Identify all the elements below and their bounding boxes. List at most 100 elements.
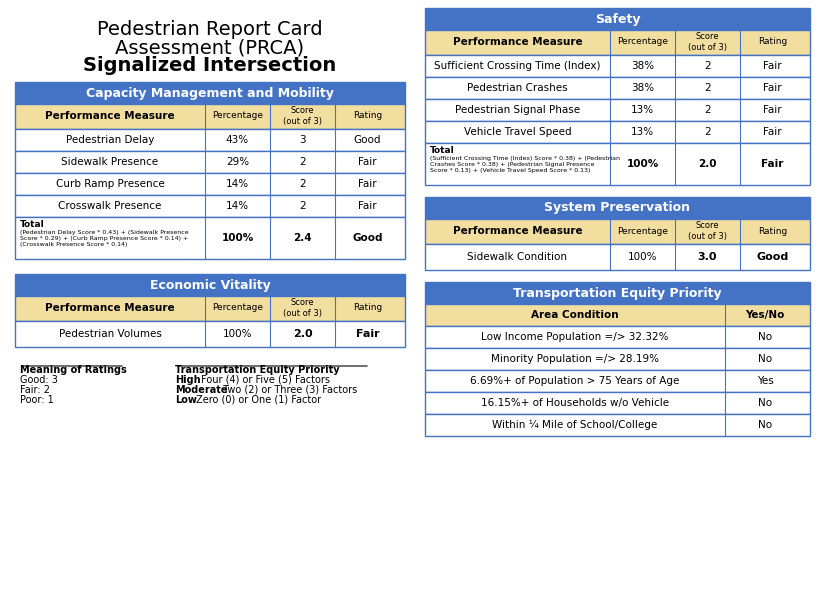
Text: Percentage: Percentage	[617, 227, 668, 236]
Text: Performance Measure: Performance Measure	[453, 37, 583, 47]
Text: 2: 2	[300, 201, 306, 211]
FancyBboxPatch shape	[15, 274, 405, 296]
Text: 100%: 100%	[626, 159, 658, 169]
Text: System Preservation: System Preservation	[545, 202, 690, 214]
Text: 14%: 14%	[226, 201, 249, 211]
FancyBboxPatch shape	[425, 348, 810, 370]
Text: 14%: 14%	[226, 179, 249, 189]
Text: No: No	[758, 420, 772, 430]
Text: Vehicle Travel Speed: Vehicle Travel Speed	[463, 127, 571, 137]
Text: Performance Measure: Performance Measure	[453, 226, 583, 236]
Text: 100%: 100%	[628, 252, 658, 262]
Text: Transportation Equity Priority: Transportation Equity Priority	[175, 365, 340, 375]
Text: Fair: Fair	[763, 127, 782, 137]
Text: Score
(out of 3): Score (out of 3)	[688, 221, 727, 241]
Text: Fair: Fair	[356, 329, 379, 339]
Text: No: No	[758, 332, 772, 342]
FancyBboxPatch shape	[15, 82, 405, 104]
Text: 6.69%+ of Population > 75 Years of Age: 6.69%+ of Population > 75 Years of Age	[470, 376, 680, 386]
FancyBboxPatch shape	[15, 217, 405, 259]
Text: Two (2) or Three (3) Factors: Two (2) or Three (3) Factors	[220, 385, 357, 395]
Text: Fair: Fair	[763, 83, 782, 93]
Text: Sidewalk Presence: Sidewalk Presence	[62, 157, 159, 167]
Text: Score
(out of 3): Score (out of 3)	[283, 298, 322, 318]
Text: Moderate: Moderate	[175, 385, 227, 395]
Text: Fair: 2: Fair: 2	[20, 385, 50, 395]
Text: Within ¼ Mile of School/College: Within ¼ Mile of School/College	[492, 420, 658, 430]
FancyBboxPatch shape	[425, 370, 810, 392]
Text: 2: 2	[704, 83, 711, 93]
Text: Score
(out of 3): Score (out of 3)	[283, 107, 322, 125]
Text: Percentage: Percentage	[212, 111, 263, 121]
FancyBboxPatch shape	[15, 296, 405, 321]
Text: Yes/No: Yes/No	[746, 310, 784, 320]
Text: Pedestrian Crashes: Pedestrian Crashes	[467, 83, 568, 93]
Text: (Sufficient Crossing Time (Index) Score * 0.38) + (Pedestrian
Crashes Score * 0.: (Sufficient Crossing Time (Index) Score …	[430, 156, 620, 172]
Text: 43%: 43%	[226, 135, 249, 145]
Text: Fair: Fair	[761, 159, 783, 169]
Text: Safety: Safety	[595, 13, 640, 26]
Text: Fair: Fair	[358, 157, 377, 167]
Text: Minority Population =/> 28.19%: Minority Population =/> 28.19%	[491, 354, 659, 364]
FancyBboxPatch shape	[425, 197, 810, 219]
Text: Sufficient Crossing Time (Index): Sufficient Crossing Time (Index)	[435, 61, 601, 71]
Text: 2.0: 2.0	[293, 329, 312, 339]
Text: Percentage: Percentage	[617, 38, 668, 46]
Text: Curb Ramp Presence: Curb Ramp Presence	[56, 179, 165, 189]
Text: 38%: 38%	[631, 61, 654, 71]
Text: 100%: 100%	[223, 329, 253, 339]
Text: Good: Good	[756, 252, 788, 262]
Text: Low: Low	[175, 395, 197, 405]
Text: 2.0: 2.0	[698, 159, 717, 169]
Text: Economic Vitality: Economic Vitality	[150, 278, 271, 292]
Text: 29%: 29%	[226, 157, 249, 167]
Text: Rating: Rating	[758, 38, 787, 46]
FancyBboxPatch shape	[425, 304, 810, 326]
Text: Meaning of Ratings: Meaning of Ratings	[20, 365, 127, 375]
FancyBboxPatch shape	[425, 326, 810, 348]
FancyBboxPatch shape	[425, 392, 810, 414]
FancyBboxPatch shape	[425, 282, 810, 304]
FancyBboxPatch shape	[425, 219, 810, 244]
Text: Performance Measure: Performance Measure	[45, 111, 174, 121]
Text: Rating: Rating	[353, 111, 382, 121]
Text: No: No	[758, 398, 772, 408]
FancyBboxPatch shape	[15, 173, 405, 195]
Text: 16.15%+ of Households w/o Vehicle: 16.15%+ of Households w/o Vehicle	[481, 398, 669, 408]
Text: Capacity Management and Mobility: Capacity Management and Mobility	[86, 86, 334, 99]
Text: No: No	[758, 354, 772, 364]
Text: Assessment (PRCA): Assessment (PRCA)	[115, 38, 305, 57]
FancyBboxPatch shape	[15, 129, 405, 151]
Text: Crosswalk Presence: Crosswalk Presence	[58, 201, 161, 211]
Text: Fair: Fair	[763, 105, 782, 115]
Text: 2: 2	[300, 179, 306, 189]
Text: Rating: Rating	[758, 227, 787, 236]
Text: 3: 3	[300, 135, 306, 145]
Text: 2: 2	[704, 127, 711, 137]
Text: Total: Total	[20, 220, 44, 229]
Text: Good: Good	[354, 135, 381, 145]
FancyBboxPatch shape	[425, 143, 810, 185]
Text: Yes: Yes	[756, 376, 774, 386]
Text: Performance Measure: Performance Measure	[45, 303, 174, 313]
Text: 38%: 38%	[631, 83, 654, 93]
Text: Good: 3: Good: 3	[20, 375, 58, 385]
Text: 3.0: 3.0	[698, 252, 718, 262]
Text: 100%: 100%	[221, 233, 253, 243]
FancyBboxPatch shape	[15, 104, 405, 129]
Text: Poor: 1: Poor: 1	[20, 395, 53, 405]
Text: Fair: Fair	[358, 179, 377, 189]
Text: 2.4: 2.4	[293, 233, 312, 243]
FancyBboxPatch shape	[425, 55, 810, 77]
FancyBboxPatch shape	[15, 321, 405, 347]
Text: 13%: 13%	[631, 105, 654, 115]
Text: Pedestrian Delay: Pedestrian Delay	[66, 135, 154, 145]
Text: Fair: Fair	[358, 201, 377, 211]
Text: Rating: Rating	[353, 303, 382, 312]
Text: Pedestrian Signal Phase: Pedestrian Signal Phase	[455, 105, 580, 115]
FancyBboxPatch shape	[425, 8, 810, 30]
FancyBboxPatch shape	[425, 414, 810, 436]
Text: 13%: 13%	[631, 127, 654, 137]
FancyBboxPatch shape	[15, 151, 405, 173]
Text: Fair: Fair	[763, 61, 782, 71]
